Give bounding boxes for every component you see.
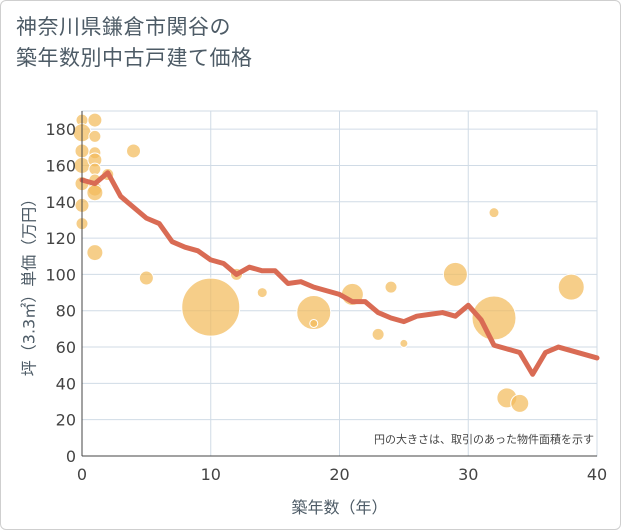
y-tick-label: 0 <box>66 447 76 466</box>
scatter-point <box>296 295 332 331</box>
y-tick-label: 20 <box>56 411 76 430</box>
scatter-point <box>488 207 500 219</box>
scatter-point <box>87 112 103 128</box>
x-tick-label: 30 <box>458 465 478 484</box>
y-tick-label: 40 <box>56 374 76 393</box>
y-tick-label: 180 <box>45 120 76 139</box>
x-tick-label: 40 <box>587 465 607 484</box>
scatter-point <box>181 277 241 337</box>
scatter-point <box>442 261 468 287</box>
trend-line <box>79 170 600 377</box>
scatter-point <box>138 270 154 286</box>
scatter-point <box>86 184 104 202</box>
scatter-point <box>88 129 102 143</box>
trend-line-group <box>79 170 600 377</box>
scatter-point <box>88 162 102 176</box>
x-axis-label: 築年数（年） <box>291 498 387 517</box>
scatter-point <box>510 393 530 413</box>
y-tick-label: 60 <box>56 338 76 357</box>
size-note: 円の大きさは、取引のあった物件面積を示す <box>374 432 594 446</box>
x-tick-label: 0 <box>77 465 87 484</box>
scatter-point <box>309 318 319 328</box>
x-tick-label: 20 <box>329 465 349 484</box>
scatter-point <box>126 143 141 159</box>
y-tick-label: 120 <box>45 229 76 248</box>
scatter-point <box>371 327 385 341</box>
y-tick-label: 100 <box>45 265 76 284</box>
scatter-point <box>384 280 398 294</box>
chart-title-line-1: 神奈川県鎌倉市関谷の <box>16 15 231 39</box>
y-axis-label: 坪（3.3㎡）単価（万円） <box>20 191 39 376</box>
y-tick-label: 140 <box>45 193 76 212</box>
scatter-point <box>256 287 268 299</box>
y-tick-label: 80 <box>56 302 76 321</box>
scatter-point <box>557 273 585 301</box>
axes: 0 20 40 60 80 100 120 140 160 180 0 10 20 30 40 <box>45 111 607 484</box>
y-tick-label: 160 <box>45 156 76 175</box>
scatter-point <box>86 244 104 262</box>
x-tick-label: 10 <box>201 465 221 484</box>
scatter-point <box>399 338 409 348</box>
chart-title: 神奈川県鎌倉市関谷の 築年数別中古戸建て価格 <box>16 12 576 74</box>
chart-title-line-2: 築年数別中古戸建て価格 <box>16 46 253 70</box>
